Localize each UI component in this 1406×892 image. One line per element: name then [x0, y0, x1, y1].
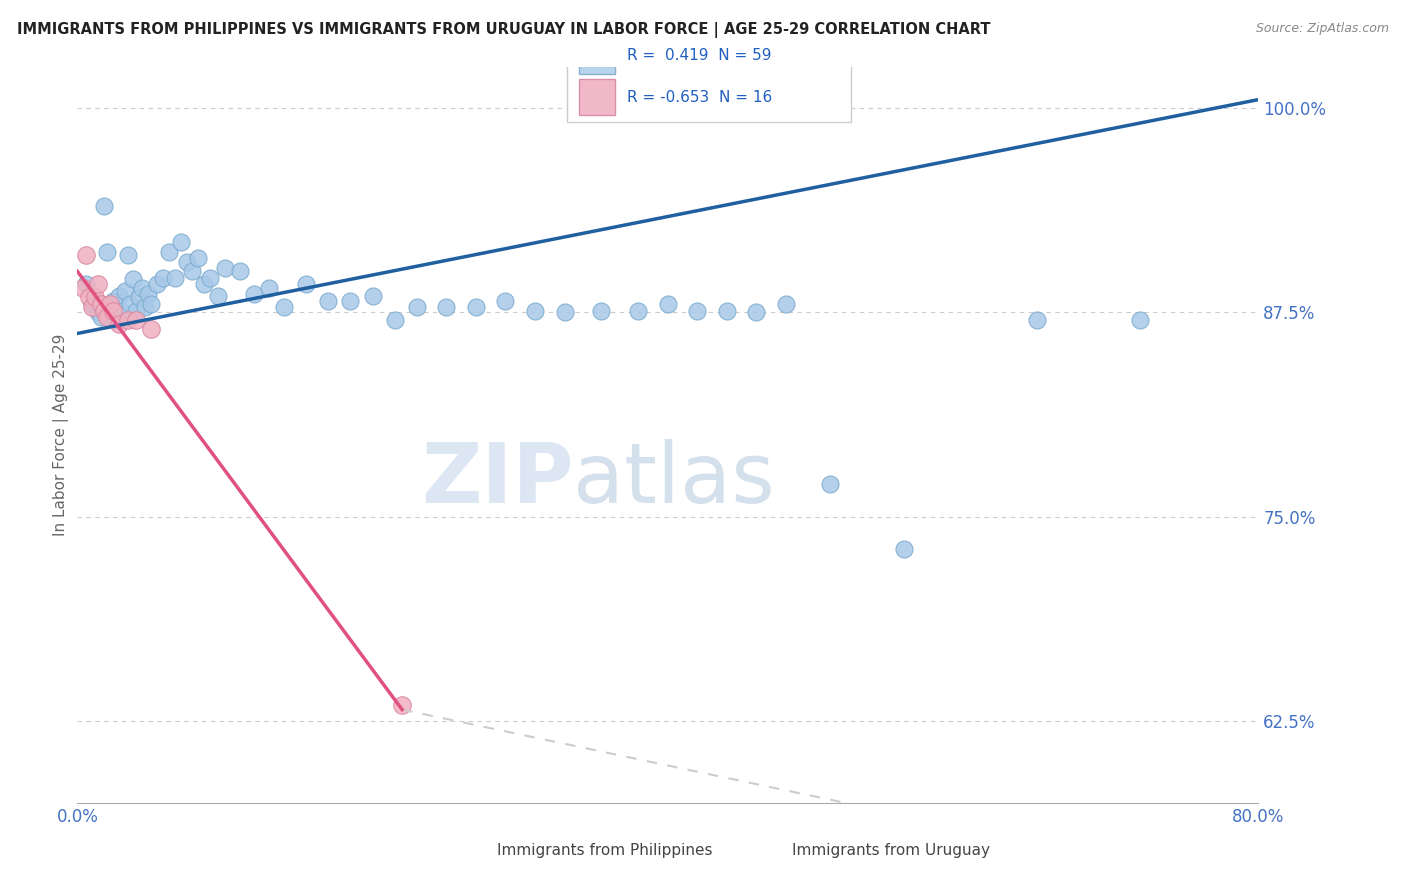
Point — [176, 254, 198, 268]
Text: Immigrants from Uruguay: Immigrants from Uruguay — [792, 843, 990, 858]
Point — [72, 280, 94, 294]
Y-axis label: In Labor Force | Age 25-29: In Labor Force | Age 25-29 — [53, 334, 69, 536]
Point — [893, 542, 915, 557]
Point — [90, 297, 112, 311]
Point — [152, 270, 174, 285]
Point — [117, 248, 139, 262]
Point — [163, 270, 186, 285]
FancyBboxPatch shape — [579, 79, 614, 115]
Point — [524, 303, 547, 318]
Point — [146, 277, 169, 292]
Text: ZIP: ZIP — [420, 439, 574, 519]
Point — [77, 290, 100, 304]
Point — [114, 284, 136, 298]
Point — [627, 303, 650, 318]
Point — [141, 297, 163, 311]
Point — [716, 303, 738, 318]
Point — [228, 264, 252, 278]
Point — [295, 277, 318, 292]
Point — [141, 321, 163, 335]
Point — [90, 310, 112, 324]
Point — [193, 277, 215, 292]
Point — [157, 244, 180, 259]
Point — [131, 280, 153, 294]
Point — [406, 300, 429, 314]
Point — [181, 264, 204, 278]
Point — [1026, 313, 1049, 327]
Point — [187, 251, 209, 265]
Point — [93, 303, 115, 318]
Point — [657, 297, 679, 311]
Point — [93, 199, 115, 213]
Point — [75, 277, 97, 292]
Point — [96, 244, 118, 259]
Point — [820, 476, 842, 491]
Point — [101, 293, 124, 308]
Text: atlas: atlas — [574, 439, 775, 519]
Point — [104, 313, 127, 327]
Point — [125, 313, 148, 327]
Point — [117, 313, 139, 327]
Point — [214, 260, 236, 275]
Point — [207, 289, 229, 303]
Point — [125, 303, 148, 318]
Text: IMMIGRANTS FROM PHILIPPINES VS IMMIGRANTS FROM URUGUAY IN LABOR FORCE | AGE 25-2: IMMIGRANTS FROM PHILIPPINES VS IMMIGRANT… — [17, 22, 990, 38]
Text: R = -0.653  N = 16: R = -0.653 N = 16 — [627, 89, 772, 104]
Point — [111, 303, 132, 318]
Point — [436, 300, 458, 314]
Point — [107, 289, 129, 303]
FancyBboxPatch shape — [568, 27, 851, 122]
Text: Immigrants from Philippines: Immigrants from Philippines — [496, 843, 711, 858]
Text: R =  0.419  N = 59: R = 0.419 N = 59 — [627, 48, 770, 63]
Point — [1129, 313, 1152, 327]
Point — [745, 305, 768, 319]
Point — [101, 303, 124, 318]
Point — [243, 287, 266, 301]
Point — [339, 293, 361, 308]
Point — [98, 300, 121, 314]
Point — [84, 290, 107, 304]
Point — [318, 293, 340, 308]
Point — [554, 305, 576, 319]
Point — [464, 300, 488, 314]
Point — [391, 698, 413, 712]
Point — [686, 303, 709, 318]
Point — [122, 272, 145, 286]
FancyBboxPatch shape — [745, 836, 780, 865]
Point — [136, 287, 159, 301]
Point — [200, 270, 222, 285]
Point — [591, 303, 613, 318]
Text: Source: ZipAtlas.com: Source: ZipAtlas.com — [1256, 22, 1389, 36]
FancyBboxPatch shape — [579, 39, 614, 74]
Point — [170, 235, 193, 249]
Point — [87, 305, 110, 319]
Point — [259, 280, 281, 294]
Point — [98, 297, 121, 311]
Point — [495, 293, 517, 308]
Point — [107, 317, 129, 331]
Point — [87, 277, 110, 292]
FancyBboxPatch shape — [450, 836, 485, 865]
Point — [384, 313, 406, 327]
Point — [82, 297, 104, 311]
Point — [96, 310, 118, 324]
Point — [361, 289, 384, 303]
Point — [134, 300, 156, 314]
Point — [82, 300, 104, 314]
Point — [75, 248, 97, 262]
Point — [775, 297, 797, 311]
Point — [128, 290, 150, 304]
Point — [273, 300, 295, 314]
Point — [120, 297, 142, 311]
